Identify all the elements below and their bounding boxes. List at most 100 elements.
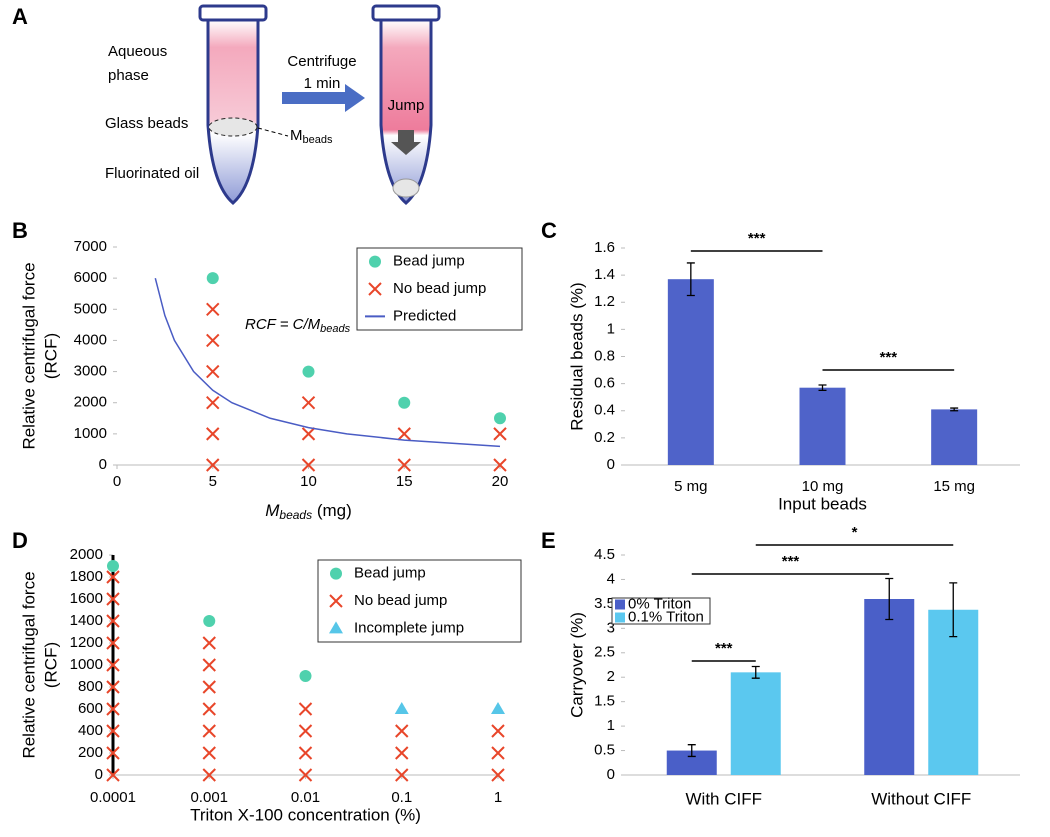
- tube: [379, 18, 433, 205]
- beads: [392, 178, 420, 198]
- y-tick-label: 4.5: [594, 546, 615, 563]
- y-tick-label: 1: [607, 717, 615, 734]
- legend-label: Bead jump: [393, 253, 465, 270]
- panel-letter: A: [12, 4, 28, 29]
- y-tick-label: 0.8: [594, 347, 615, 364]
- panel-letter: D: [12, 528, 28, 553]
- point: [106, 702, 120, 716]
- legend-label: Predicted: [393, 307, 456, 324]
- point: [106, 724, 120, 738]
- y-tick-label: 7000: [74, 238, 107, 255]
- y-tick-label: 2.5: [594, 644, 615, 661]
- point: [202, 724, 216, 738]
- point: [106, 592, 120, 606]
- point: [298, 768, 313, 782]
- y-tick-label: 0: [95, 766, 103, 783]
- y-tick-label: 600: [78, 700, 103, 717]
- label: phase: [108, 67, 149, 84]
- x-tick-label: 0.001: [190, 789, 228, 806]
- x-tick-label: 5: [209, 473, 217, 490]
- point: [202, 658, 216, 672]
- y-tick-label: 1200: [70, 634, 103, 651]
- y-tick-label: 400: [78, 722, 103, 739]
- point: [302, 365, 315, 378]
- bar: [931, 409, 978, 465]
- x-tick-label: 1: [494, 789, 502, 806]
- error-bar: [686, 262, 695, 297]
- process-arrow: [282, 84, 365, 112]
- point: [491, 768, 505, 782]
- point: [106, 570, 120, 584]
- x-axis-label-main: M: [265, 501, 280, 520]
- bar: [799, 387, 846, 465]
- bar: [730, 672, 781, 775]
- tube-cap: [371, 4, 441, 22]
- point: [491, 746, 505, 760]
- y-tick-label: 1400: [70, 612, 103, 629]
- point: [202, 702, 216, 716]
- y-tick-label: 1: [607, 320, 615, 337]
- error-bar: [950, 407, 959, 412]
- significance-label: ***: [782, 553, 800, 570]
- y-tick-label: 2000: [74, 394, 107, 411]
- legend-label: 0% Triton: [628, 595, 691, 612]
- y-tick-label: 0.4: [594, 402, 615, 419]
- point: [493, 458, 507, 472]
- point: [106, 614, 120, 628]
- x-tick-label: Without CIFF: [871, 789, 971, 808]
- y-tick-label: 4: [607, 570, 615, 587]
- point: [494, 412, 506, 425]
- significance-label: ***: [715, 640, 733, 657]
- annotation-main: RCF = C/M: [245, 316, 321, 333]
- y-tick-label: 0: [607, 766, 615, 783]
- point: [107, 560, 119, 572]
- y-tick-label: 1600: [70, 590, 103, 607]
- point: [106, 746, 120, 760]
- label: Aqueous: [108, 43, 167, 60]
- y-axis-label: (RCF): [41, 333, 60, 379]
- label: 1 min: [304, 75, 341, 92]
- point: [299, 670, 312, 682]
- y-tick-label: 1.5: [594, 693, 615, 710]
- point: [106, 768, 120, 782]
- bar: [864, 599, 915, 775]
- beads: [208, 117, 258, 137]
- point: [369, 255, 381, 268]
- y-tick-label: 1.6: [594, 239, 615, 256]
- y-tick-label: 3.5: [594, 595, 615, 612]
- x-tick-label: 10: [300, 473, 317, 490]
- annotation: RCF = C/Mbeads: [245, 316, 351, 335]
- error-bar: [687, 744, 696, 758]
- point: [206, 396, 220, 410]
- leader-line: [257, 127, 289, 137]
- bar: [928, 609, 979, 775]
- label: Centrifuge: [287, 53, 356, 70]
- significance-label: ***: [880, 349, 898, 366]
- x-axis-label: Input beads: [778, 494, 867, 513]
- y-axis-label: Relative centrifugal force: [19, 571, 38, 758]
- point: [106, 636, 120, 650]
- error-bar: [751, 665, 760, 679]
- y-tick-label: 6000: [74, 269, 107, 286]
- label: Fluorinated oil: [105, 165, 199, 182]
- x-tick-label: 5 mg: [674, 478, 707, 495]
- tube-cap: [198, 4, 268, 22]
- y-axis-label: (RCF): [41, 642, 60, 688]
- significance-label: *: [852, 524, 858, 541]
- x-tick-label: 0.01: [291, 789, 320, 806]
- legend-label: 0.1% Triton: [628, 608, 704, 625]
- y-axis-label: Relative centrifugal force: [19, 262, 38, 449]
- x-axis-label: Mbeads (mg): [265, 501, 352, 522]
- y-tick-label: 0.2: [594, 429, 615, 446]
- y-axis-label: Residual beads (%): [567, 282, 586, 430]
- x-tick-label: 10 mg: [802, 478, 844, 495]
- point: [206, 364, 220, 379]
- legend-label: No bead jump: [354, 592, 447, 609]
- point: [298, 724, 313, 738]
- jump-arrow: [391, 130, 421, 155]
- y-tick-label: 4000: [74, 331, 107, 348]
- panel-letter: B: [12, 218, 28, 243]
- panel-letter: E: [541, 528, 556, 553]
- error-bar: [885, 577, 894, 621]
- point: [206, 333, 220, 348]
